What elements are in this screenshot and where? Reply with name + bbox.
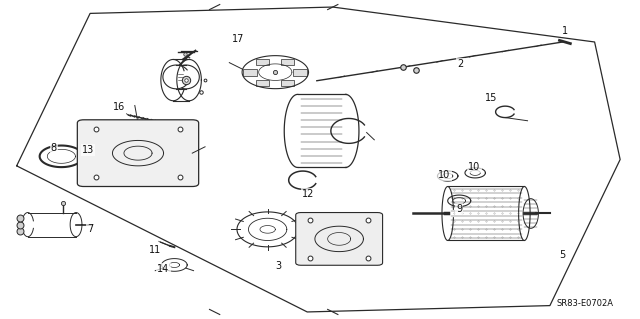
Text: SR83-E0702A: SR83-E0702A xyxy=(557,299,614,308)
Text: 2: 2 xyxy=(458,59,463,69)
FancyBboxPatch shape xyxy=(296,212,383,265)
Text: 9: 9 xyxy=(456,204,462,214)
FancyBboxPatch shape xyxy=(256,59,269,65)
Text: 10: 10 xyxy=(468,162,481,173)
FancyBboxPatch shape xyxy=(77,120,198,187)
Text: 8: 8 xyxy=(51,143,57,153)
Text: 12: 12 xyxy=(302,189,315,199)
Text: 10: 10 xyxy=(438,170,451,180)
Text: 13: 13 xyxy=(82,145,94,155)
FancyBboxPatch shape xyxy=(256,80,269,86)
Text: 1: 1 xyxy=(561,26,568,36)
Text: 5: 5 xyxy=(559,250,566,260)
Text: 17: 17 xyxy=(232,34,244,44)
Text: 16: 16 xyxy=(113,102,125,112)
FancyBboxPatch shape xyxy=(243,69,257,76)
Text: 7: 7 xyxy=(87,224,93,234)
Text: 11: 11 xyxy=(149,245,161,255)
Text: 14: 14 xyxy=(157,264,170,274)
Text: 3: 3 xyxy=(275,261,282,271)
FancyBboxPatch shape xyxy=(293,69,307,76)
FancyBboxPatch shape xyxy=(281,80,294,86)
Text: 15: 15 xyxy=(485,93,497,103)
FancyBboxPatch shape xyxy=(281,59,294,65)
